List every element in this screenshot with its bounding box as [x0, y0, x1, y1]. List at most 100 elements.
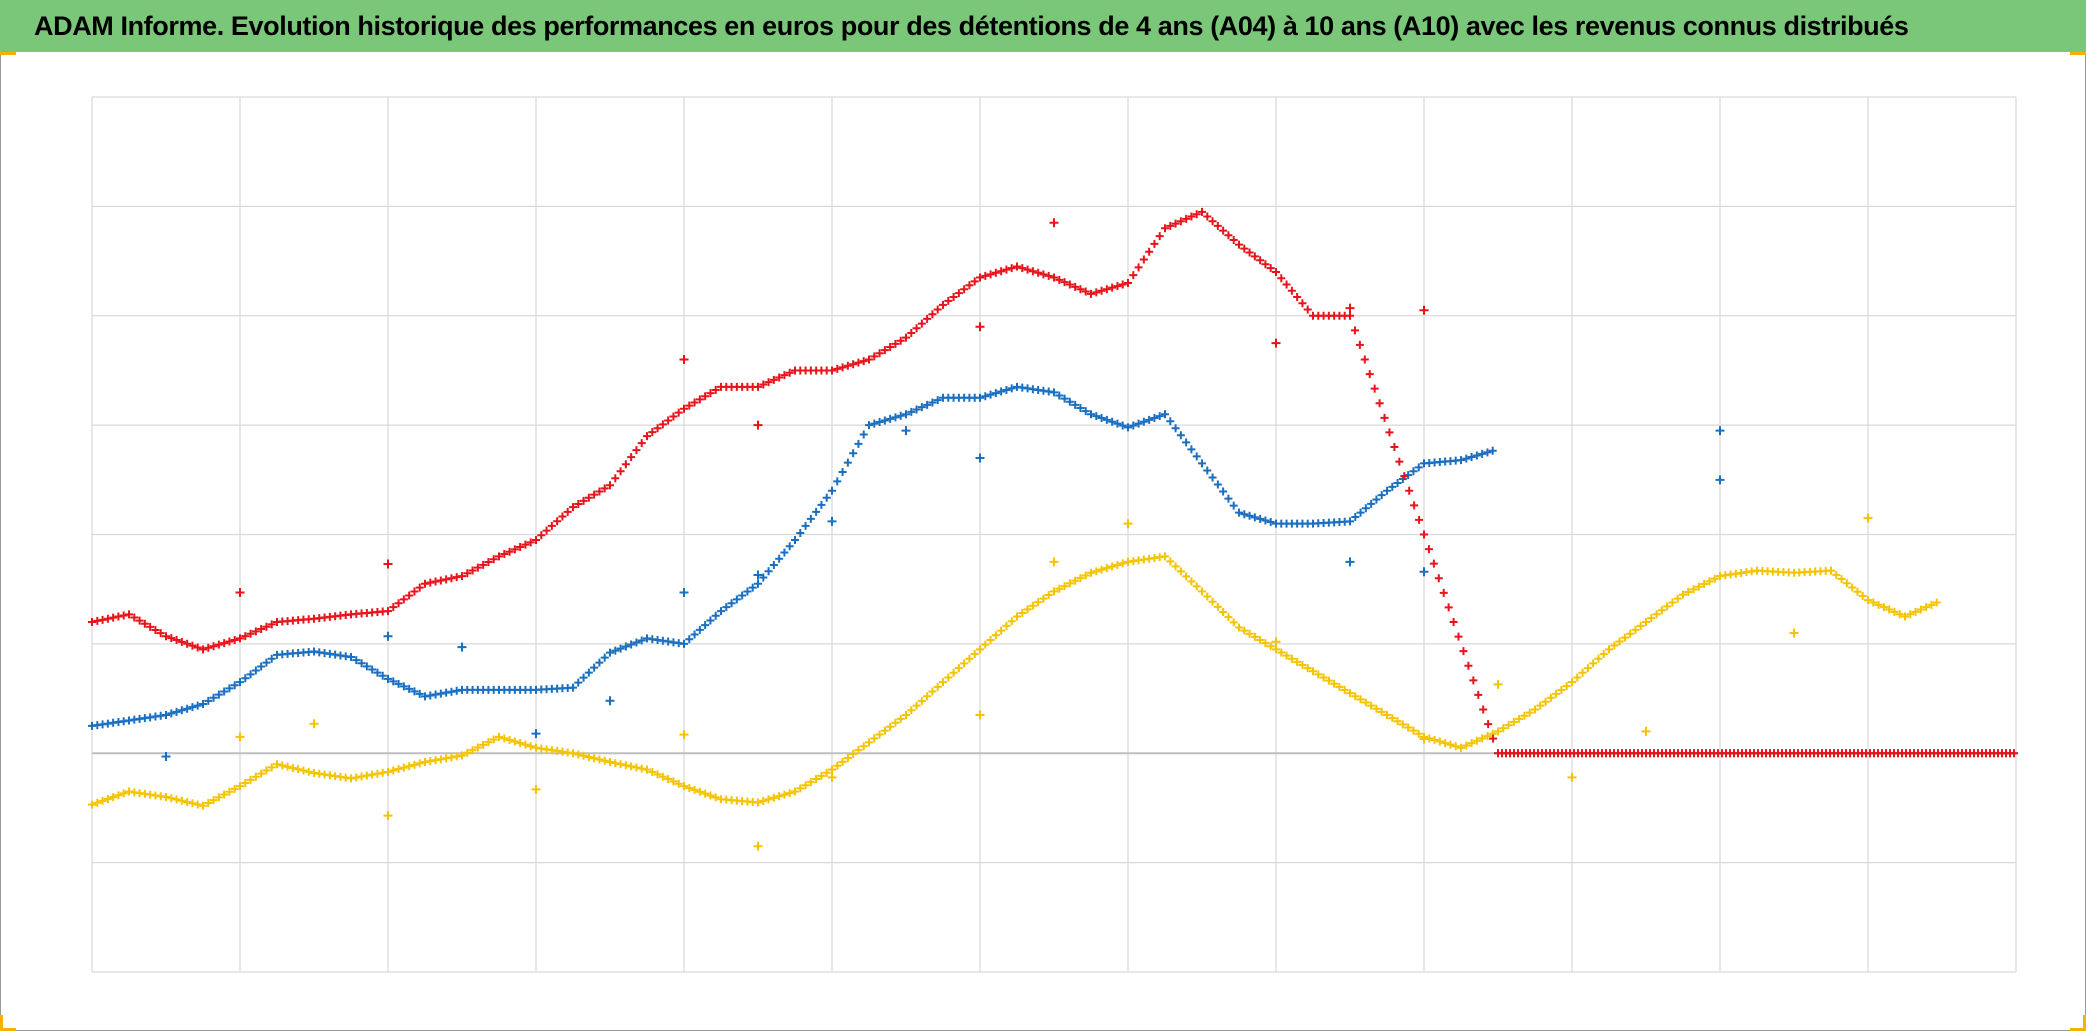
series-0-point: [410, 587, 419, 596]
series-1-point: [606, 648, 614, 657]
series-0-point: [156, 629, 165, 638]
series-2-point: [1192, 582, 1201, 591]
series-1-point: [1472, 451, 1481, 460]
series-2-point: [1097, 565, 1106, 574]
series-2-point: [1557, 685, 1566, 694]
series-2-point: [262, 766, 271, 775]
series-0-point: [1365, 370, 1374, 379]
series-1-point: [220, 687, 229, 696]
series-1-outlier: [679, 587, 689, 597]
series-2-point: [410, 760, 419, 769]
series-0-point: [526, 538, 535, 547]
series-1-point: [991, 389, 1000, 398]
series-2-point: [1298, 660, 1307, 669]
series-0-point: [1444, 603, 1453, 612]
series-1-point: [1235, 508, 1243, 517]
series-0-point: [1282, 280, 1291, 289]
series-2-point: [1224, 613, 1233, 622]
series-0-outlier: [1049, 218, 1059, 228]
series-0-point: [1134, 263, 1143, 272]
series-2-point: [1594, 654, 1603, 663]
series-2-point: [1832, 570, 1841, 579]
series-0-point: [436, 576, 445, 585]
series-0-point: [1203, 212, 1212, 221]
series-0-point: [389, 603, 398, 612]
series-2-point: [1383, 710, 1391, 719]
series-0-point: [658, 420, 667, 429]
series-2-point: [1853, 587, 1862, 596]
series-0-point: [98, 615, 107, 624]
series-0-point: [1055, 275, 1064, 284]
series-2-point: [1087, 568, 1095, 577]
series-2-point: [384, 767, 392, 776]
series-1-point: [759, 573, 768, 582]
series-0-point: [563, 507, 572, 516]
series-0-point: [463, 569, 472, 578]
series-1-outlier: [1419, 567, 1429, 577]
series-0-point: [912, 324, 921, 333]
series-2-point: [1879, 603, 1888, 612]
series-0-point: [1018, 264, 1027, 273]
series-2-point: [1235, 623, 1243, 632]
series-2-point: [484, 738, 493, 747]
series-2-point: [1631, 625, 1640, 634]
series-0-point: [384, 607, 392, 616]
series-1-point: [1266, 518, 1275, 526]
series-0-point: [114, 612, 123, 621]
series-2-point: [886, 722, 895, 731]
series-0-point: [1229, 235, 1238, 244]
series-1-point: [817, 500, 826, 509]
series-2-point: [849, 750, 858, 759]
series-0-outlier: [975, 322, 985, 332]
series-2-point: [801, 781, 810, 790]
series-0-point: [1380, 413, 1389, 422]
series-1-point: [236, 678, 244, 687]
series-2-point: [468, 746, 477, 755]
series-2-point: [1932, 598, 1941, 607]
series-2-outlier: [383, 811, 393, 821]
series-0-point: [452, 573, 461, 582]
series-1-point: [621, 642, 630, 651]
series-1-point: [384, 674, 392, 683]
series-2-point: [1626, 629, 1635, 638]
series-0-point: [1287, 286, 1296, 295]
series-2-point: [1256, 635, 1265, 644]
series-2-point: [230, 784, 239, 793]
series-2-point: [225, 787, 234, 796]
series-1-point: [695, 625, 704, 634]
series-0-point: [479, 560, 488, 569]
series-2-point: [769, 793, 778, 802]
series-2-point: [505, 735, 514, 744]
series-2-point: [1002, 621, 1011, 630]
series-1-point: [1129, 421, 1138, 430]
series-2-point: [1272, 645, 1280, 654]
series-0-point: [1076, 285, 1085, 294]
series-1-point: [880, 416, 889, 425]
series-1-point: [865, 421, 873, 430]
series-2-point: [1874, 600, 1883, 609]
series-0-point: [1459, 647, 1468, 656]
series-0-point: [1405, 486, 1414, 495]
series-1-point: [838, 468, 847, 476]
series-1-point: [764, 567, 773, 576]
series-0-point: [1113, 282, 1122, 291]
series-2-point: [114, 791, 123, 800]
series-2-point: [1916, 605, 1925, 614]
series-2-point: [954, 664, 963, 673]
series-0-point: [1039, 270, 1048, 279]
series-1-point: [791, 535, 799, 544]
series-1-point: [357, 659, 366, 668]
series-1-point: [997, 387, 1006, 396]
series-2-point: [1599, 650, 1608, 659]
series-0-point: [1166, 221, 1175, 230]
series-2-point: [510, 737, 519, 746]
series-0-point: [838, 363, 847, 372]
series-2-point: [606, 758, 614, 766]
series-1-outlier: [1345, 557, 1355, 567]
series-2-point: [880, 726, 889, 735]
series-1-point: [1462, 454, 1471, 463]
series-0-point: [954, 289, 963, 298]
series-0-point: [933, 305, 942, 314]
corner-mark-top-left: [0, 52, 16, 55]
series-0-point: [1161, 224, 1169, 233]
